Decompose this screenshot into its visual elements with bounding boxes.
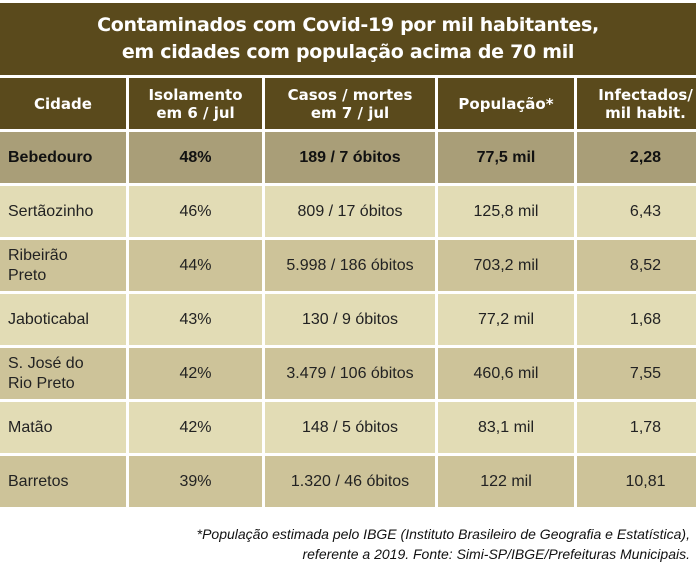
cell-casos: 189 / 7 óbitos xyxy=(265,132,435,183)
cell-casos: 809 / 17 óbitos xyxy=(265,186,435,237)
cell-casos: 148 / 5 óbitos xyxy=(265,402,435,453)
table-row: Barretos 39% 1.320 / 46 óbitos 122 mil 10,81 xyxy=(0,456,696,507)
footnote-line: referente a 2019. Fonte: Simi-SP/IBGE/Pr… xyxy=(302,546,690,562)
cell-isolamento: 42% xyxy=(129,402,262,453)
column-header-line: Isolamento xyxy=(148,85,243,104)
cell-casos: 130 / 9 óbitos xyxy=(265,294,435,345)
cell-isolamento: 43% xyxy=(129,294,262,345)
cell-casos: 1.320 / 46 óbitos xyxy=(265,456,435,507)
footnote-line: *População estimada pelo IBGE (Instituto… xyxy=(196,526,690,542)
column-header-line: mil habit. xyxy=(605,103,686,122)
city-name-line: Bebedouro xyxy=(8,148,93,166)
city-name-line: Jaboticabal xyxy=(8,310,89,328)
title-line: Contaminados com Covid-19 por mil habita… xyxy=(97,14,599,36)
table-row: Jaboticabal 43% 130 / 9 óbitos 77,2 mil 1,68 xyxy=(0,294,696,345)
city-name-line: Rio Preto xyxy=(8,374,75,392)
cell-city: Matão xyxy=(0,402,126,453)
cell-infectados: 6,43 xyxy=(577,186,696,237)
cell-populacao: 125,8 mil xyxy=(438,186,574,237)
data-table: Cidade Isolamento em 6 / jul Casos / mortes… xyxy=(0,75,696,510)
cell-populacao: 703,2 mil xyxy=(438,240,574,291)
city-name-line: Matão xyxy=(8,418,53,436)
cell-infectados: 7,55 xyxy=(577,348,696,399)
cell-isolamento: 48% xyxy=(129,132,262,183)
cell-populacao: 83,1 mil xyxy=(438,402,574,453)
table-row: Bebedouro 48% 189 / 7 óbitos 77,5 mil 2,28 xyxy=(0,132,696,183)
title-line: em cidades com população acima de 70 mil xyxy=(121,41,575,63)
cell-populacao: 460,6 mil xyxy=(438,348,574,399)
city-name-line: Barretos xyxy=(8,472,69,490)
column-header: Isolamento em 6 / jul xyxy=(129,78,262,129)
cell-city: Ribeirão Preto xyxy=(0,240,126,291)
covid-table-infographic: Contaminados com Covid-19 por mil habita… xyxy=(0,3,696,510)
column-header: Cidade xyxy=(0,78,126,129)
cell-isolamento: 42% xyxy=(129,348,262,399)
table-row: S. José do Rio Preto 42% 3.479 / 106 óbitos… xyxy=(0,348,696,399)
cell-infectados: 1,68 xyxy=(577,294,696,345)
cell-infectados: 1,78 xyxy=(577,402,696,453)
cell-city: Jaboticabal xyxy=(0,294,126,345)
city-name-line: S. José do xyxy=(8,354,84,372)
footnote: *População estimada pelo IBGE (Instituto… xyxy=(197,524,690,564)
cell-isolamento: 46% xyxy=(129,186,262,237)
cell-populacao: 122 mil xyxy=(438,456,574,507)
table-row: Matão 42% 148 / 5 óbitos 83,1 mil 1,78 xyxy=(0,402,696,453)
column-header: Infectados/mil habit. xyxy=(577,78,696,129)
city-name-line: Sertãozinho xyxy=(8,202,94,220)
cell-casos: 3.479 / 106 óbitos xyxy=(265,348,435,399)
header-row: Cidade Isolamento em 6 / jul Casos / mortes… xyxy=(0,78,696,129)
column-header-line: Casos / mortes xyxy=(287,85,413,104)
table-row: Sertãozinho 46% 809 / 17 óbitos 125,8 mil 6,… xyxy=(0,186,696,237)
column-header: Casos / mortes em 7 / jul xyxy=(265,78,435,129)
cell-city: Bebedouro xyxy=(0,132,126,183)
cell-isolamento: 39% xyxy=(129,456,262,507)
city-name-line: Preto xyxy=(8,266,47,284)
cell-city: Sertãozinho xyxy=(0,186,126,237)
column-header-line: em 6 / jul xyxy=(156,103,235,122)
column-header: População* xyxy=(438,78,574,129)
column-header-line: em 7 / jul xyxy=(310,103,390,122)
cell-populacao: 77,5 mil xyxy=(438,132,574,183)
column-header-line: População* xyxy=(458,94,554,113)
table-row: Ribeirão Preto 44% 5.998 / 186 óbitos 703,2 … xyxy=(0,240,696,291)
cell-city: Barretos xyxy=(0,456,126,507)
cell-infectados: 2,28 xyxy=(577,132,696,183)
cell-populacao: 77,2 mil xyxy=(438,294,574,345)
cell-infectados: 10,81 xyxy=(577,456,696,507)
column-header-line: Cidade xyxy=(34,94,92,113)
table-title: Contaminados com Covid-19 por mil habita… xyxy=(0,3,696,75)
cell-isolamento: 44% xyxy=(129,240,262,291)
cell-city: S. José do Rio Preto xyxy=(0,348,126,399)
column-header-line: Infectados/ xyxy=(598,85,693,104)
city-name-line: Ribeirão xyxy=(8,246,68,264)
cell-casos: 5.998 / 186 óbitos xyxy=(265,240,435,291)
cell-infectados: 8,52 xyxy=(577,240,696,291)
